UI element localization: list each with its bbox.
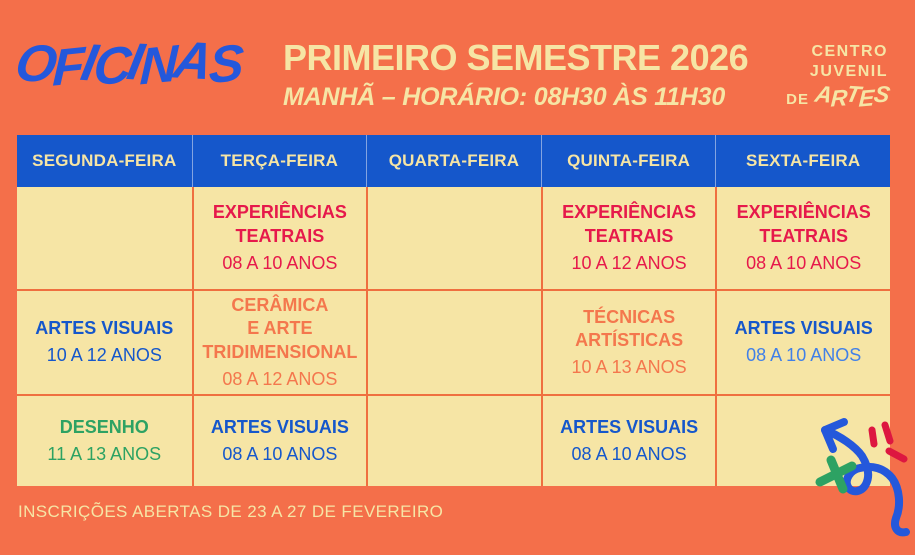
center-logo-artes: ARTES <box>812 80 892 112</box>
workshop-title: TÉCNICAS ARTÍSTICAS <box>575 306 684 351</box>
schedule-cell: EXPERIÊNCIAS TEATRAIS 10 A 12 ANOS <box>540 187 716 289</box>
workshop-title: CERÂMICA E ARTE TRIDIMENSIONAL <box>202 294 358 363</box>
workshop-title: ARTES VISUAIS <box>734 318 873 339</box>
workshop-title: ARTES VISUAIS <box>210 416 349 437</box>
day-header-quinta: QUINTA-FEIRA <box>540 135 716 187</box>
center-logo-de: DE <box>786 91 809 108</box>
schedule-cell <box>715 394 890 486</box>
schedule-cell <box>366 187 541 289</box>
brand-logo: OFICINAS <box>10 31 242 98</box>
enrollment-note: INSCRIÇÕES ABERTAS DE 23 A 27 DE FEVEREI… <box>18 502 444 521</box>
workshop-title: DESENHO <box>59 416 149 437</box>
workshop-age: 10 A 13 ANOS <box>571 357 687 378</box>
header-titles: PRIMEIRO SEMESTRE 2026 MANHÃ – HORÁRIO: … <box>283 37 749 112</box>
workshop-age: 08 A 10 ANOS <box>222 443 338 464</box>
workshop-age: 08 A 10 ANOS <box>746 345 862 366</box>
workshop-age: 10 A 12 ANOS <box>571 252 687 273</box>
workshop-title: ARTES VISUAIS <box>560 416 699 437</box>
day-header-segunda: SEGUNDA-FEIRA <box>17 135 192 187</box>
schedule-cell: TÉCNICAS ARTÍSTICAS 10 A 13 ANOS <box>540 289 716 394</box>
workshop-age: 11 A 13 ANOS <box>47 443 162 464</box>
workshop-age: 08 A 10 ANOS <box>571 443 687 464</box>
schedule-cell: CERÂMICA E ARTE TRIDIMENSIONAL 08 A 12 A… <box>191 289 367 394</box>
workshop-age: 08 A 12 ANOS <box>222 368 338 389</box>
center-logo-line3: DE ARTES <box>786 80 892 112</box>
schedule-cell: DESENHO 11 A 13 ANOS <box>17 394 192 486</box>
schedule-cell <box>366 289 541 394</box>
workshop-age: 08 A 10 ANOS <box>746 252 862 273</box>
page-title: PRIMEIRO SEMESTRE 2026 <box>283 37 749 78</box>
page-subtitle: MANHÃ – HORÁRIO: 08H30 ÀS 11H30 <box>283 82 726 111</box>
workshop-title: EXPERIÊNCIAS TEATRAIS <box>212 202 347 246</box>
center-logo-line1: CENTRO <box>811 43 888 60</box>
doodle-arrow-icon <box>815 418 910 537</box>
schedule-cell <box>366 394 541 486</box>
schedule-cell: ARTES VISUAIS 08 A 10 ANOS <box>540 394 716 486</box>
center-logo-line2: JUVENIL <box>809 63 888 80</box>
workshop-age: 08 A 10 ANOS <box>222 252 338 273</box>
workshop-title: ARTES VISUAIS <box>35 318 174 339</box>
workshop-title: EXPERIÊNCIAS TEATRAIS <box>562 202 697 246</box>
day-header-quarta: QUARTA-FEIRA <box>366 135 541 187</box>
schedule-table: SEGUNDA-FEIRA TERÇA-FEIRA QUARTA-FEIRA Q… <box>17 135 890 486</box>
workshop-title: EXPERIÊNCIAS TEATRAIS <box>736 202 871 246</box>
schedule-cell: ARTES VISUAIS 08 A 10 ANOS <box>191 394 367 486</box>
schedule-cell: ARTES VISUAIS 08 A 10 ANOS <box>715 289 890 394</box>
schedule-cell <box>17 187 192 289</box>
schedule-cell: ARTES VISUAIS 10 A 12 ANOS <box>17 289 192 394</box>
schedule-cell: EXPERIÊNCIAS TEATRAIS 08 A 10 ANOS <box>191 187 367 289</box>
schedule-cell: EXPERIÊNCIAS TEATRAIS 08 A 10 ANOS <box>715 187 890 289</box>
center-logo: CENTRO JUVENIL DE ARTES <box>786 42 892 112</box>
workshop-age: 10 A 12 ANOS <box>46 345 162 366</box>
day-header-terca: TERÇA-FEIRA <box>191 135 367 187</box>
day-header-sexta: SEXTA-FEIRA <box>715 135 890 187</box>
